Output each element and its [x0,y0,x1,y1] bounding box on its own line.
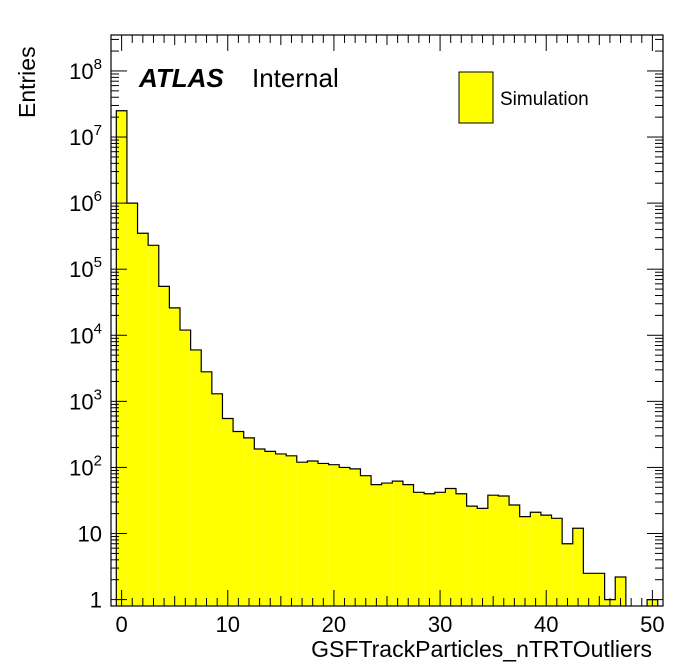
legend: Simulation [458,71,589,124]
x-tick-label: 40 [534,612,558,637]
histogram-bar [434,492,446,606]
histogram-bar [360,475,372,606]
histogram-bar [424,493,435,606]
histogram-bar [307,461,318,606]
histogram-bar [169,307,180,606]
histogram-bar [286,455,297,606]
histogram-bar [371,484,382,606]
histogram-bar [318,463,329,606]
y-tick-label: 10 [78,522,102,547]
y-tick-label: 106 [69,188,102,216]
histogram-bar [498,495,510,606]
histogram-bar [275,453,287,606]
y-axis-title: Entries [14,46,40,118]
histogram-bar [180,330,191,606]
histogram-bar [456,493,467,606]
histogram-bar [562,543,573,606]
histogram-bar [445,488,456,606]
histogram-bar [392,481,403,606]
y-tick-label: 103 [69,386,102,414]
histogram-bar [137,233,149,607]
histogram-bar [254,449,265,606]
legend-swatch-simulation [458,71,494,124]
histogram-bar [264,451,276,606]
histogram-bar [116,110,127,607]
histogram-bar [572,528,584,606]
legend-label-simulation: Simulation [500,89,589,110]
y-tick-label: 108 [69,56,102,84]
histogram-bar [583,573,594,606]
histogram-bar [477,508,488,606]
histogram-bar [540,515,552,606]
histogram-bar [328,464,340,606]
histogram-bar [222,418,234,606]
x-tick-labels: 0 10 20 30 40 50 [115,612,664,637]
x-tick-label: 10 [216,612,240,637]
histogram-bar [211,393,223,606]
histogram-bar [487,495,499,606]
histogram-bar [296,462,308,606]
histogram-bar [190,349,202,606]
y-tick-label: 107 [69,122,102,150]
histogram-bar [466,506,478,606]
histogram-bars [115,110,659,607]
histogram-bar [413,492,425,606]
histogram-bar [509,505,520,606]
histogram-bar [126,203,138,607]
x-tick-label: 30 [428,612,452,637]
histogram-bar [339,467,350,606]
histogram-bar [551,518,563,606]
histogram-bar [201,371,212,606]
axis-ticks [111,35,663,606]
y-tick-label: 102 [69,452,102,480]
histogram-bar [233,431,244,606]
atlas-status-label: Internal [252,63,339,93]
histogram-bar [519,516,531,606]
histogram-bar [530,512,541,606]
histogram-bar [381,483,393,606]
y-tick-label: 104 [69,320,102,348]
y-tick-label: 1 [90,588,102,613]
histogram-bar [402,484,414,606]
atlas-label: ATLAS [138,63,224,93]
x-tick-label: 50 [640,612,664,637]
x-tick-label: 20 [322,612,346,637]
histogram-bar [594,573,605,606]
x-axis-title: GSFTrackParticles_nTRTOutliers [311,636,652,662]
x-tick-label: 0 [115,612,127,637]
histogram-bar [349,468,361,606]
y-tick-label: 105 [69,254,102,282]
y-tick-labels: 1 10 102 103 104 105 106 107 108 [69,56,102,613]
histogram-bar [148,245,159,607]
histogram-bar [615,576,626,606]
histogram-bar [243,437,255,606]
histogram-bar [158,286,170,606]
